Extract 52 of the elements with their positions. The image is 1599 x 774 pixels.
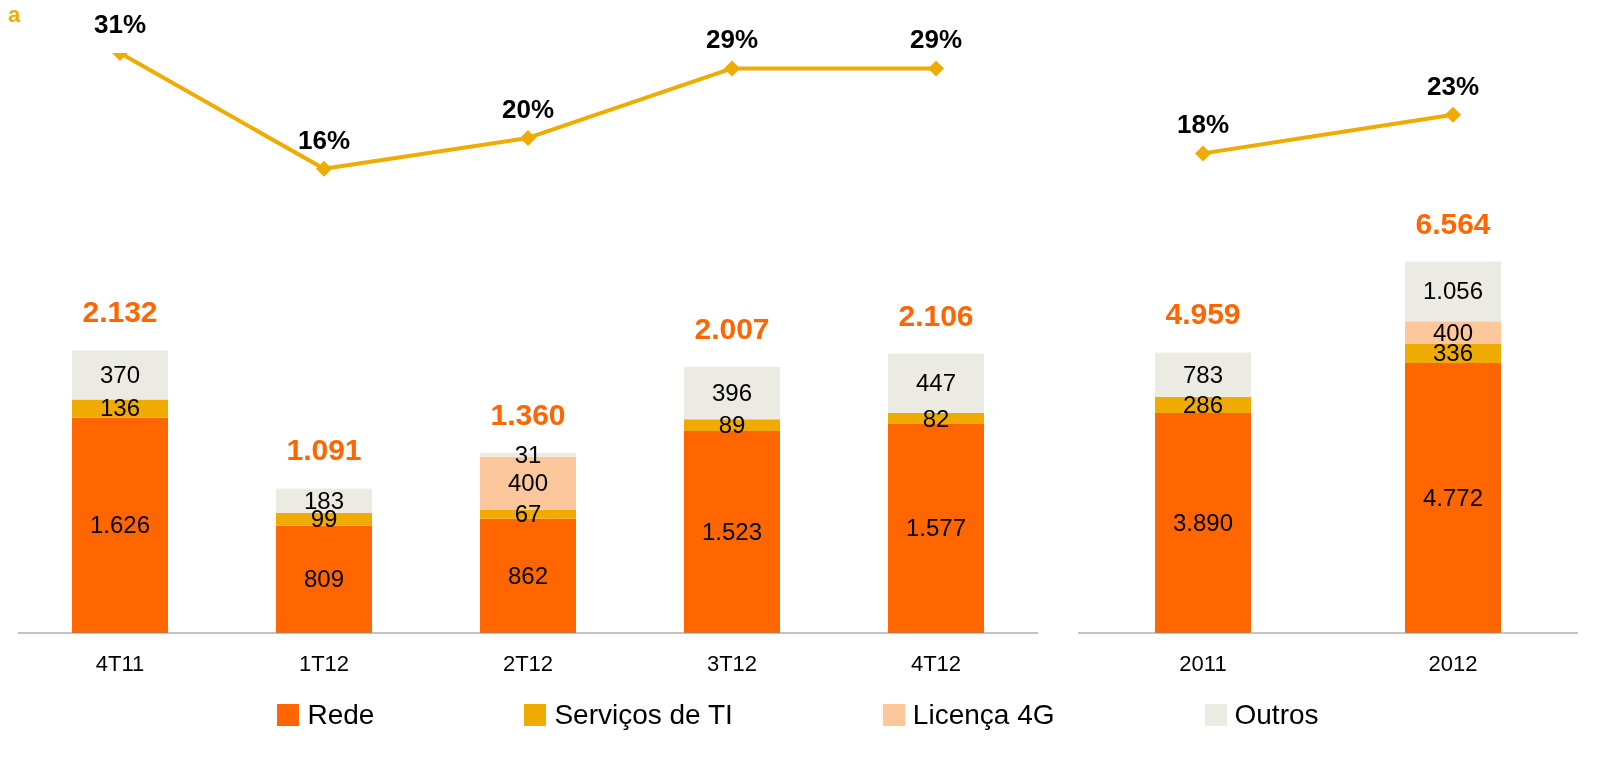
bar [72,350,168,400]
legend-label: Serviços de TI [554,699,733,731]
total-label: 2.106 [898,298,974,332]
total-label: 4.959 [1165,297,1241,331]
data-label: 16% [297,124,351,155]
data-label: 29% [705,24,759,55]
data-label: 809 [303,565,345,593]
data-label: 1.523 [701,518,763,546]
data-label: 286 [1182,390,1224,418]
text: a [8,2,21,28]
data-label: 400 [507,469,549,497]
data-label: 136 [99,394,141,422]
data-label: 396 [711,379,753,407]
bar [1155,412,1251,633]
bar [276,525,372,633]
data-label: 31 [514,440,542,468]
data-label: 1.626 [89,511,151,539]
bar [1405,362,1501,633]
data-label: 82 [922,404,950,432]
legend-label: Outros [1234,699,1319,731]
x-tick-label: 4T11 [95,650,145,676]
bar [684,431,780,633]
x-tick-label: 4T12 [910,650,962,676]
data-label: 29% [909,24,963,55]
data-label: 447 [915,369,957,397]
x-tick-label: 2012 [1428,650,1478,676]
bar [1405,261,1501,322]
total-label: 1.091 [286,433,362,467]
data-label: 783 [1182,360,1224,388]
data-label: 4.772 [1422,483,1484,511]
legend-label: Licença 4G [912,699,1055,731]
x-tick-label: 2011 [1179,650,1227,676]
x-tick-label: 1T12 [298,650,350,676]
total-label: 6.564 [1415,206,1491,240]
data-label: 89 [718,411,746,439]
total-label: 1.360 [490,397,566,431]
bar [1155,352,1251,397]
data-label: 20% [501,93,555,124]
x-tick-label: 2T12 [502,650,554,676]
data-label: 1.577 [905,514,967,542]
data-label: 862 [507,561,549,589]
data-label: 370 [99,360,141,388]
data-label: 1.056 [1422,277,1484,305]
data-label: 23% [1426,70,1480,101]
total-label: 2.007 [694,311,770,345]
data-label: 18% [1176,109,1230,140]
data-label: 31% [93,9,147,39]
legend-label: Rede [307,699,375,731]
x-tick-label: 3T12 [706,650,758,676]
data-label: 3.890 [1172,508,1234,536]
total-label: 2.132 [82,295,158,329]
bar [72,417,168,633]
